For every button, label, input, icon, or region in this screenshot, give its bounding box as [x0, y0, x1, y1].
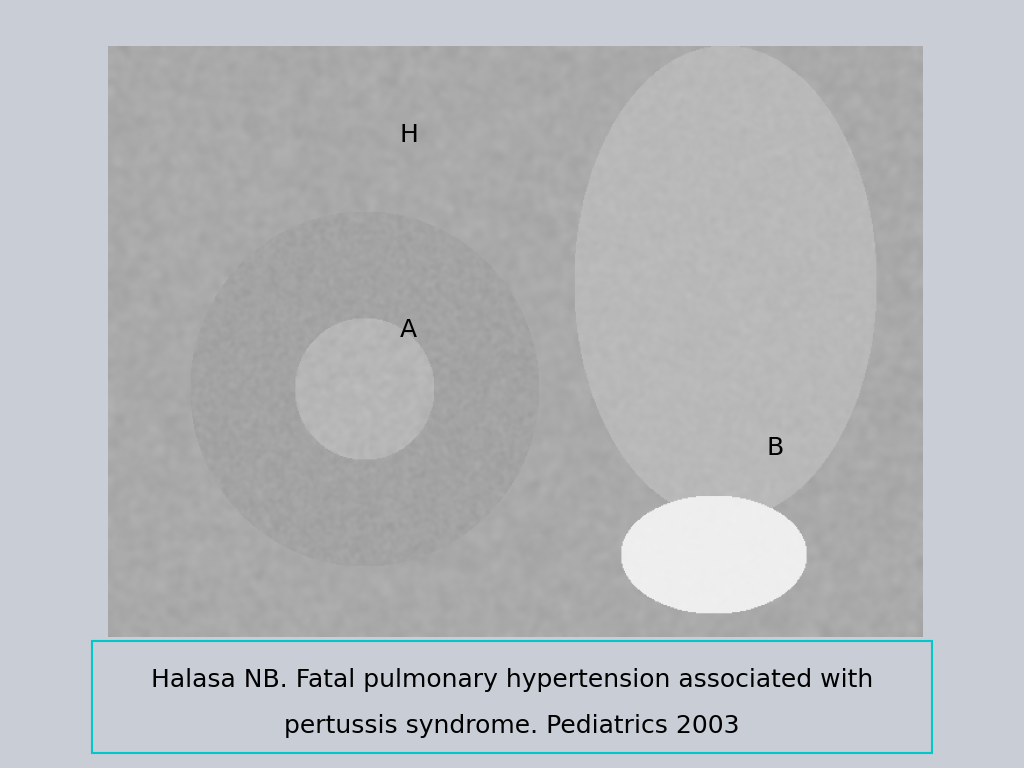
Text: pertussis syndrome. Pediatrics 2003: pertussis syndrome. Pediatrics 2003: [285, 713, 739, 738]
Text: A: A: [400, 318, 418, 342]
Text: H: H: [399, 123, 418, 147]
Text: Halasa NB. Fatal pulmonary hypertension associated with: Halasa NB. Fatal pulmonary hypertension …: [151, 667, 873, 692]
Text: B: B: [766, 436, 783, 460]
